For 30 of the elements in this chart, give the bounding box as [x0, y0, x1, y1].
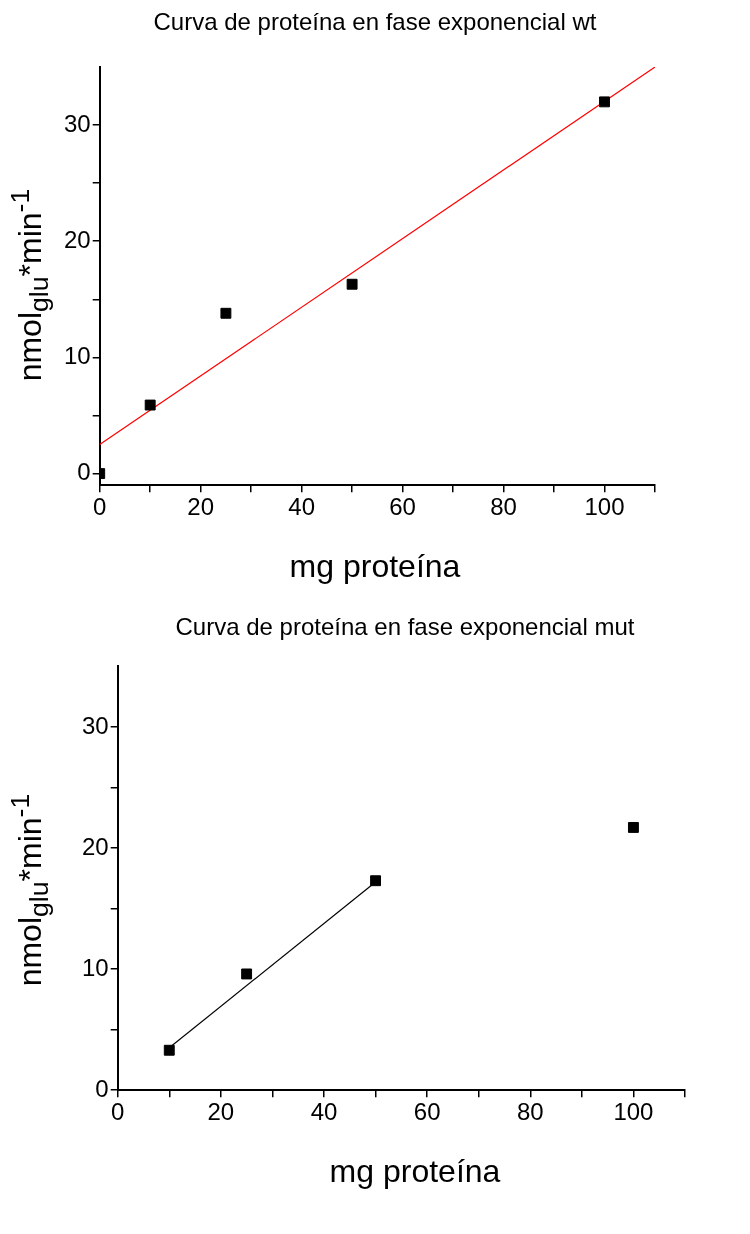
x-tick-label: 80	[490, 493, 517, 521]
y-tick-label: 0	[77, 458, 91, 486]
point	[163, 1044, 175, 1056]
y-tick-label: 30	[63, 109, 91, 137]
y-tick-label: 20	[63, 225, 91, 253]
x-tick-label: 60	[389, 493, 416, 521]
y-tick-label: 20	[81, 832, 109, 860]
chart-title: Curva de proteína en fase exponencial wt	[152, 8, 598, 36]
x-axis-title: mg proteína	[288, 548, 462, 585]
x-tick-label: 20	[207, 1098, 235, 1126]
point	[370, 875, 382, 887]
x-tick-label: 60	[413, 1098, 441, 1126]
point	[241, 968, 253, 980]
x-tick-label: 100	[613, 1098, 654, 1126]
chart-title: Curva de proteína en fase exponencial mut	[174, 613, 636, 641]
point	[220, 307, 232, 319]
point	[144, 399, 156, 411]
point	[599, 96, 610, 108]
y-tick-label: 10	[63, 342, 91, 370]
x-tick-label: 40	[288, 493, 315, 521]
y-tick-label: 0	[95, 1074, 109, 1102]
x-tick-label: 100	[584, 493, 625, 521]
y-tick-label: 10	[81, 953, 109, 981]
x-tick-label: 20	[187, 493, 215, 521]
point	[627, 821, 639, 833]
x-tick-label: 40	[310, 1098, 338, 1126]
x-tick-label: 80	[516, 1098, 544, 1126]
y-tick-label: 30	[81, 711, 109, 739]
point	[346, 278, 358, 290]
x-axis-title: mg proteína	[328, 1153, 502, 1190]
